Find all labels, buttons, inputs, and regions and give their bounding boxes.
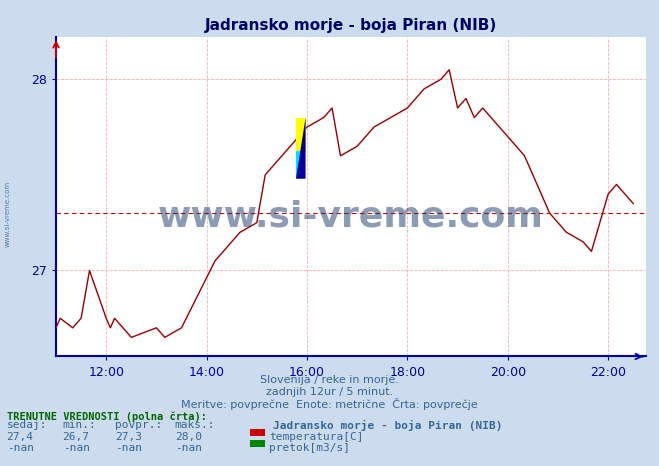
Text: maks.:: maks.: xyxy=(175,420,215,430)
Text: Meritve: povprečne  Enote: metrične  Črta: povprečje: Meritve: povprečne Enote: metrične Črta:… xyxy=(181,398,478,411)
Text: povpr.:: povpr.: xyxy=(115,420,163,430)
Polygon shape xyxy=(296,151,306,179)
Bar xyxy=(296,117,306,151)
Text: www.si-vreme.com: www.si-vreme.com xyxy=(5,181,11,247)
Text: -nan: -nan xyxy=(7,443,34,452)
Text: 28,0: 28,0 xyxy=(175,432,202,441)
Text: -nan: -nan xyxy=(175,443,202,452)
Text: -nan: -nan xyxy=(115,443,142,452)
Polygon shape xyxy=(296,117,306,179)
Text: 26,7: 26,7 xyxy=(63,432,90,441)
Text: www.si-vreme.com: www.si-vreme.com xyxy=(158,199,544,233)
Text: 27,4: 27,4 xyxy=(7,432,34,441)
Text: min.:: min.: xyxy=(63,420,96,430)
Text: Jadransko morje - boja Piran (NIB): Jadransko morje - boja Piran (NIB) xyxy=(273,420,503,432)
Text: 27,3: 27,3 xyxy=(115,432,142,441)
Text: Slovenija / reke in morje.: Slovenija / reke in morje. xyxy=(260,375,399,385)
Title: Jadransko morje - boja Piran (NIB): Jadransko morje - boja Piran (NIB) xyxy=(205,18,497,34)
Text: temperatura[C]: temperatura[C] xyxy=(269,432,363,441)
Text: -nan: -nan xyxy=(63,443,90,452)
Text: sedaj:: sedaj: xyxy=(7,420,47,430)
Text: TRENUTNE VREDNOSTI (polna črta):: TRENUTNE VREDNOSTI (polna črta): xyxy=(7,411,206,422)
Text: zadnjih 12ur / 5 minut.: zadnjih 12ur / 5 minut. xyxy=(266,387,393,397)
Text: pretok[m3/s]: pretok[m3/s] xyxy=(269,443,350,452)
